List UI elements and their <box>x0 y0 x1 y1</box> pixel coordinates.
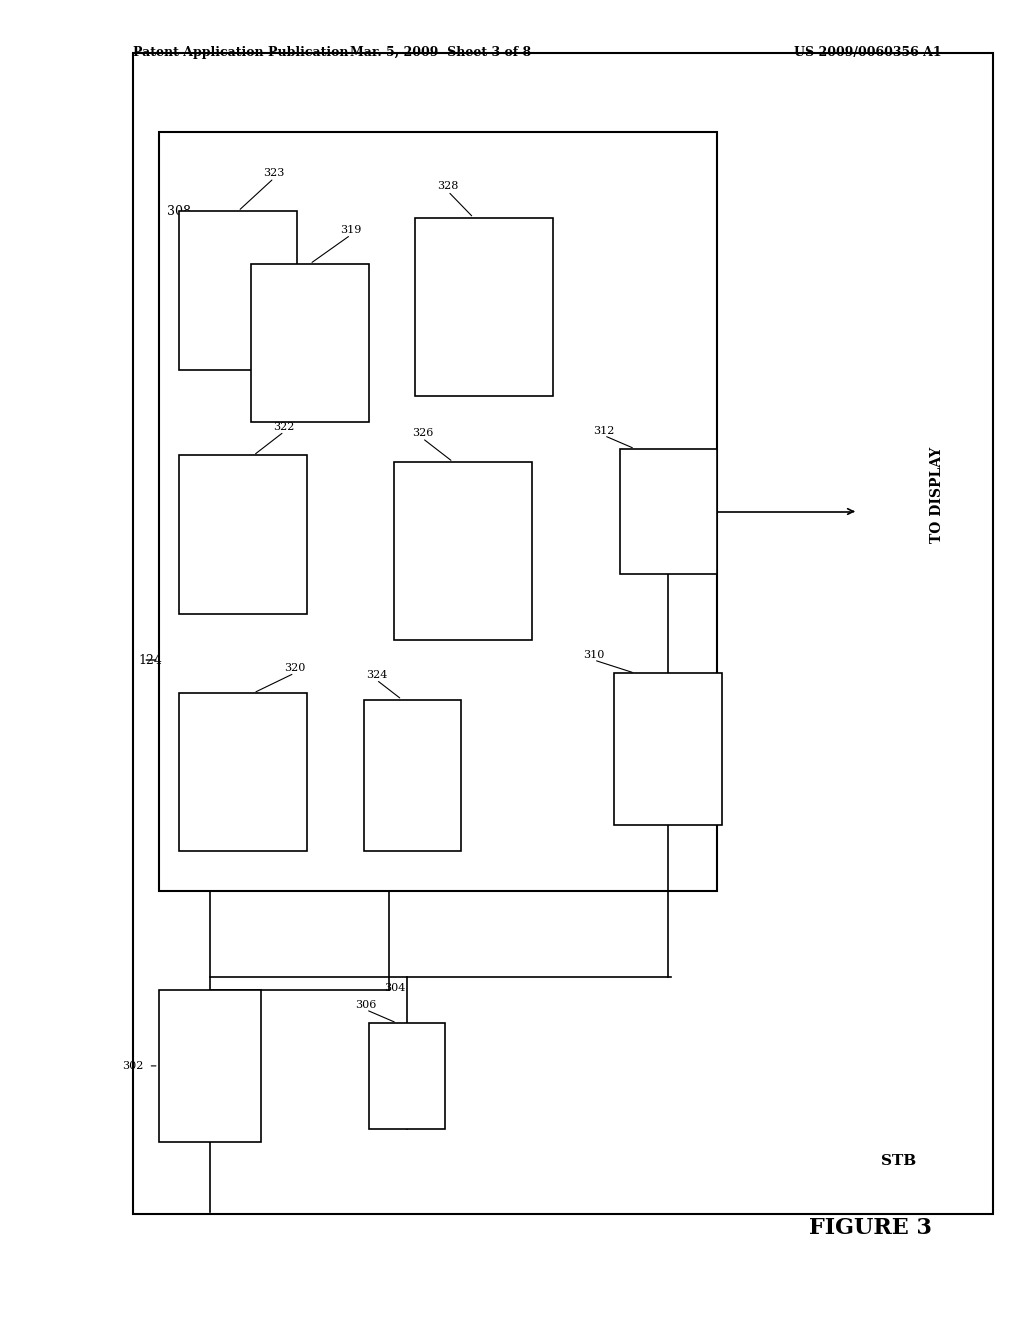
Text: 320: 320 <box>284 663 305 673</box>
FancyBboxPatch shape <box>179 211 297 370</box>
Text: MEMORY: MEMORY <box>692 474 707 549</box>
Text: 328: 328 <box>437 181 459 191</box>
Text: 308: 308 <box>167 205 190 218</box>
Text: 323: 323 <box>263 168 285 178</box>
Text: USER
INTERFACE
MODULE: USER INTERFACE MODULE <box>382 760 442 791</box>
Text: Mar. 5, 2009  Sheet 3 of 8: Mar. 5, 2009 Sheet 3 of 8 <box>350 46 530 59</box>
FancyBboxPatch shape <box>251 264 369 422</box>
Text: Patent Application Publication: Patent Application Publication <box>133 46 348 59</box>
Text: COMPRESSED
IMAGE DATA FILE 1: COMPRESSED IMAGE DATA FILE 1 <box>191 763 295 781</box>
FancyBboxPatch shape <box>179 455 307 614</box>
Text: 306: 306 <box>355 999 377 1010</box>
Text: TO DISPLAY: TO DISPLAY <box>930 447 944 543</box>
Text: 319: 319 <box>340 224 361 235</box>
Text: IMAGE DATA
DECOMPRESSION
MODULE: IMAGE DATA DECOMPRESSION MODULE <box>416 536 511 566</box>
Text: 310: 310 <box>584 649 604 660</box>
Text: 324: 324 <box>366 669 387 680</box>
FancyBboxPatch shape <box>369 1023 445 1129</box>
FancyBboxPatch shape <box>159 990 261 1142</box>
Text: COMPRESSED
IMAGE DATA FILE N: COMPRESSED IMAGE DATA FILE N <box>190 525 296 544</box>
Text: 302: 302 <box>122 1061 143 1071</box>
FancyBboxPatch shape <box>620 449 717 574</box>
Text: 124: 124 <box>138 653 162 667</box>
Text: I/O
INTERFACE: I/O INTERFACE <box>175 1055 245 1077</box>
FancyBboxPatch shape <box>415 218 553 396</box>
Text: US 2009/0060356 A1: US 2009/0060356 A1 <box>795 46 942 59</box>
Text: IMAGE
BUFFER: IMAGE BUFFER <box>643 500 693 523</box>
Text: IMAGE DATA
PROCESSING/
REORDERING MODULE: IMAGE DATA PROCESSING/ REORDERING MODULE <box>422 292 546 322</box>
Text: CPU: CPU <box>393 1069 421 1082</box>
Text: . . .: . . . <box>227 685 254 701</box>
Text: IMAGE
RENDERING
PROCESSOR: IMAGE RENDERING PROCESSOR <box>634 734 702 764</box>
FancyBboxPatch shape <box>364 700 461 851</box>
Text: FIGURE 3: FIGURE 3 <box>809 1217 932 1238</box>
FancyBboxPatch shape <box>133 53 993 1214</box>
FancyBboxPatch shape <box>159 132 717 891</box>
FancyBboxPatch shape <box>394 462 532 640</box>
Text: STB: STB <box>882 1154 916 1168</box>
Text: UNCOMPRESSED
IMAGE DATA FILE: UNCOMPRESSED IMAGE DATA FILE <box>262 334 357 352</box>
FancyBboxPatch shape <box>614 673 722 825</box>
Text: TEMPORARY
IMAGE DATA FILE: TEMPORARY IMAGE DATA FILE <box>190 281 286 300</box>
FancyBboxPatch shape <box>179 693 307 851</box>
Text: 322: 322 <box>273 421 295 432</box>
Text: 326: 326 <box>412 428 433 438</box>
Text: 312: 312 <box>594 425 614 436</box>
Text: 304: 304 <box>384 983 406 994</box>
